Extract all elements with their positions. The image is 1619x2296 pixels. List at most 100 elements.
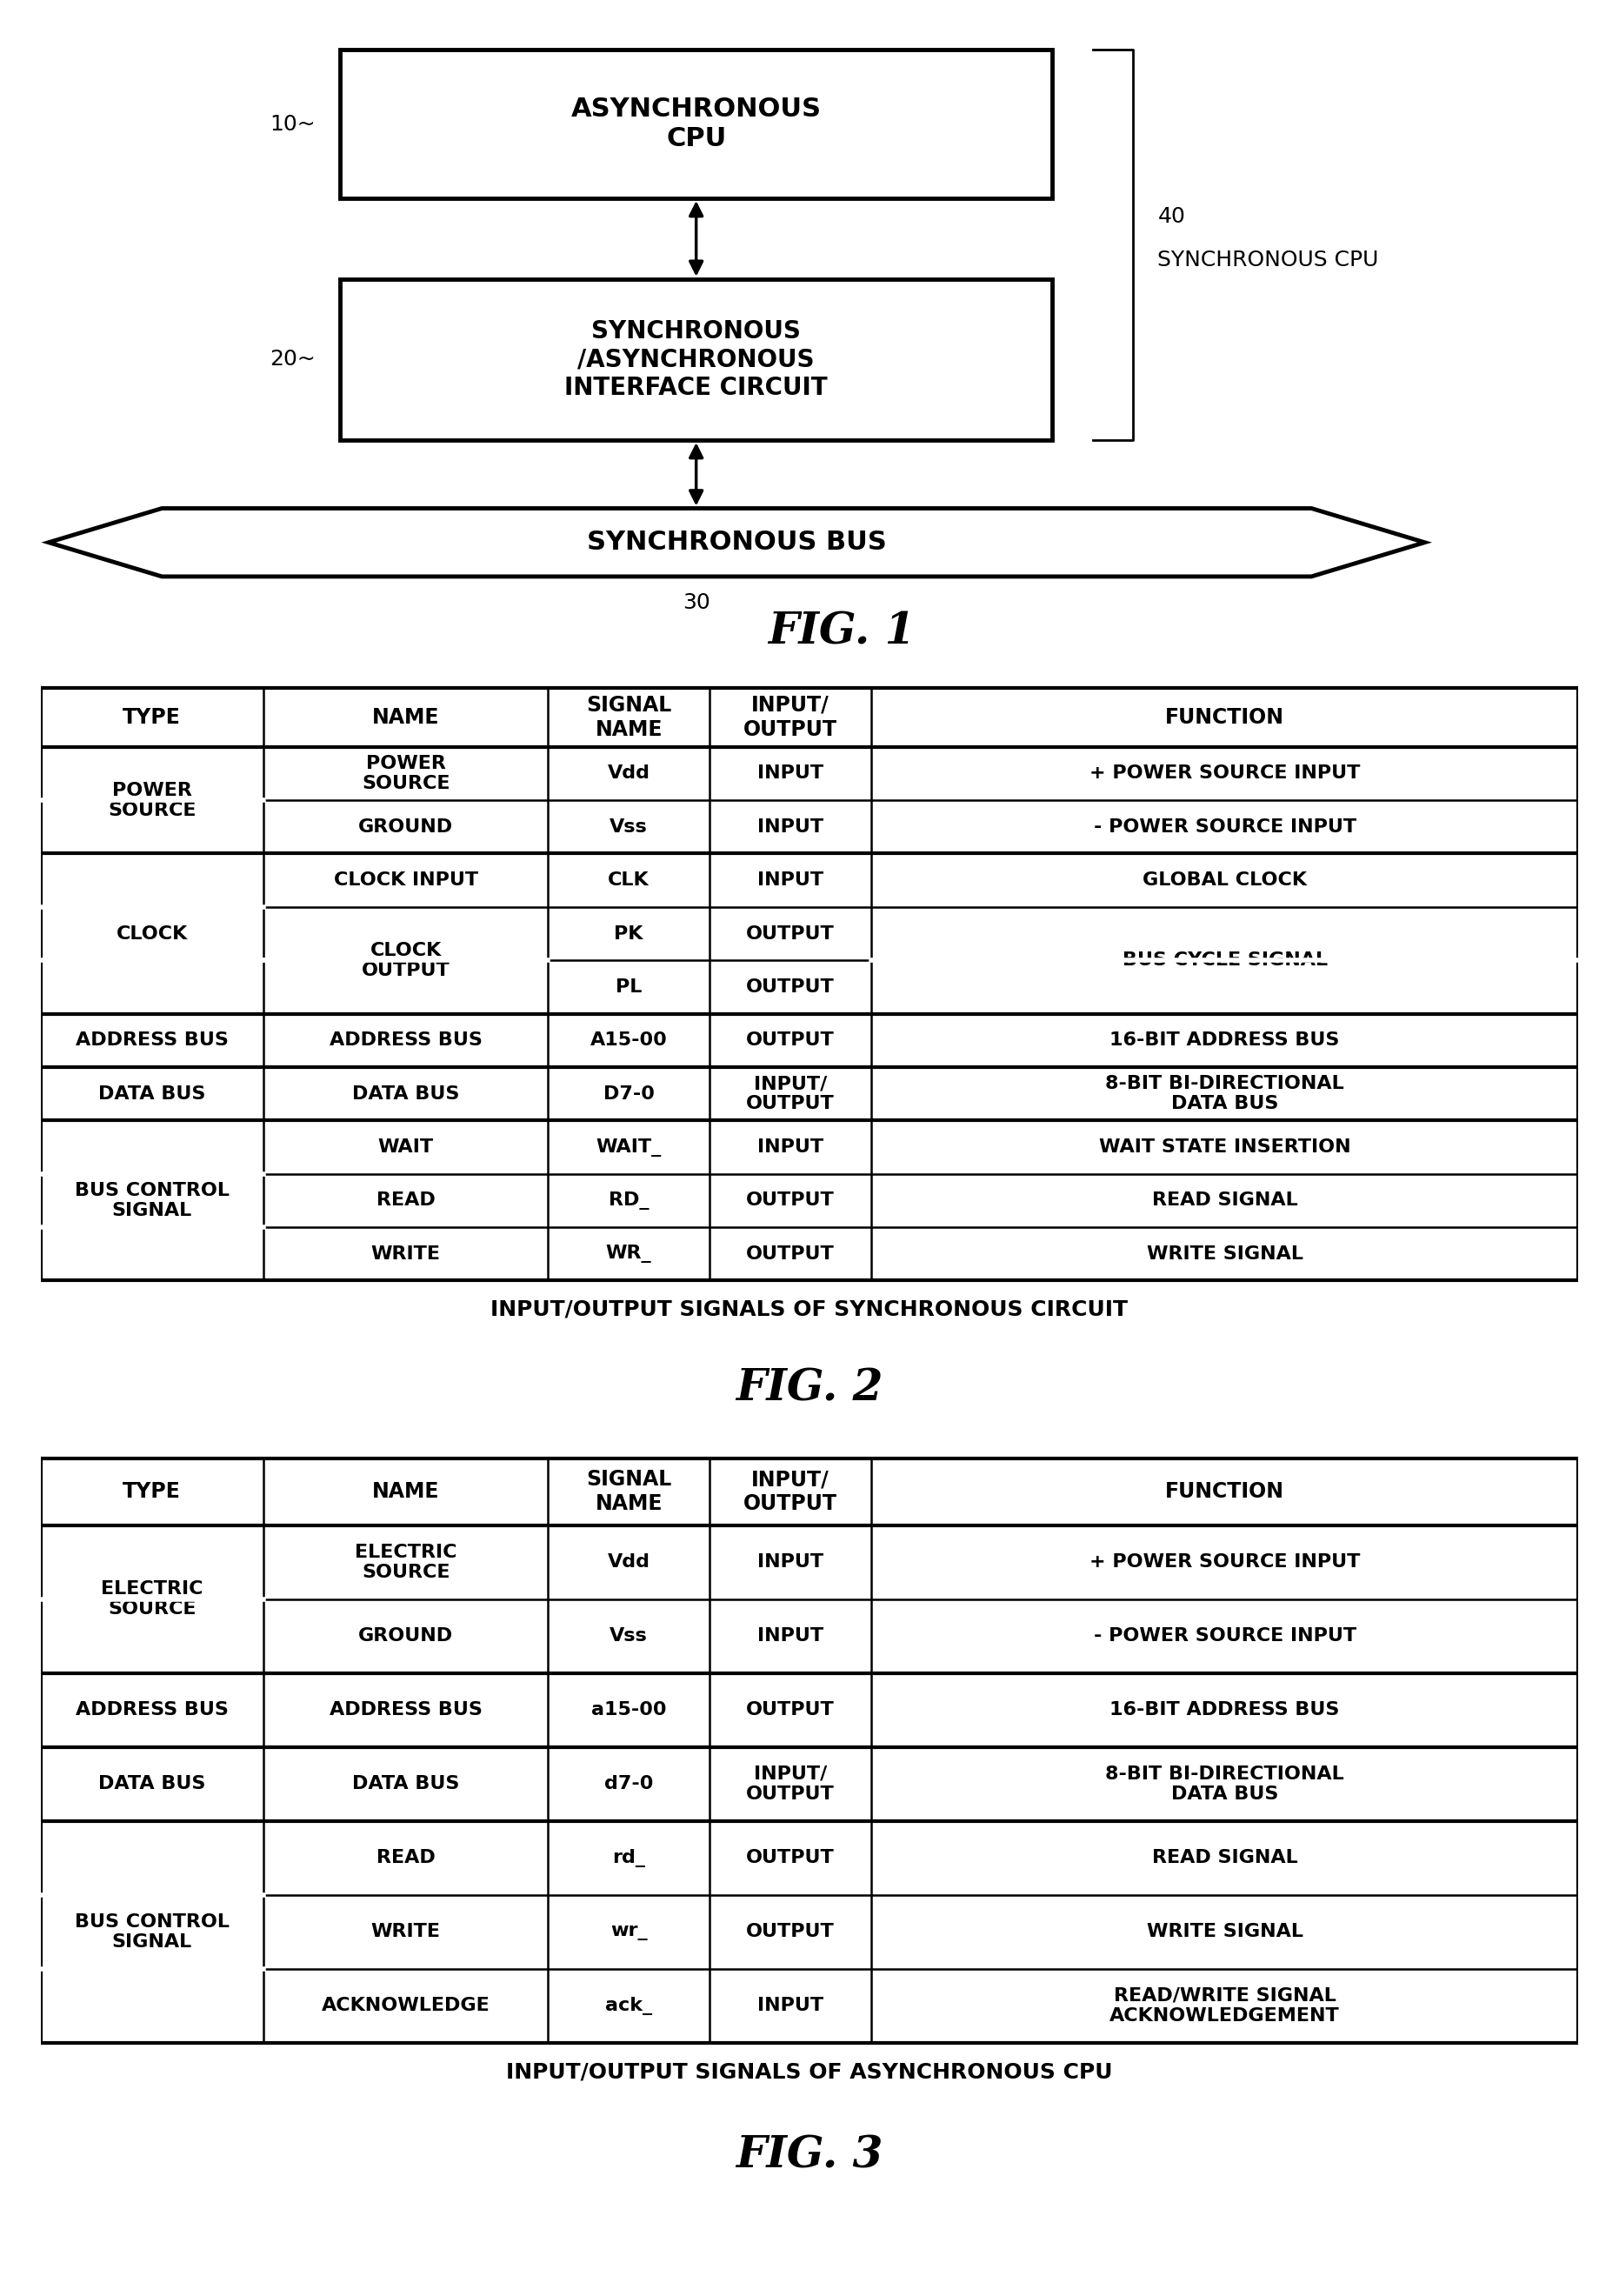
Text: SYNCHRONOUS CPU: SYNCHRONOUS CPU	[1158, 250, 1379, 271]
Text: BUS CONTROL
SIGNAL: BUS CONTROL SIGNAL	[74, 1182, 230, 1219]
Text: INPUT: INPUT	[758, 1554, 824, 1570]
Text: 20~: 20~	[270, 349, 316, 370]
Text: TYPE: TYPE	[123, 1481, 181, 1502]
Text: ASYNCHRONOUS
CPU: ASYNCHRONOUS CPU	[572, 96, 821, 152]
Text: WAIT_: WAIT_	[596, 1139, 662, 1157]
Text: D7-0: D7-0	[604, 1086, 654, 1102]
Text: INPUT/OUTPUT SIGNALS OF SYNCHRONOUS CIRCUIT: INPUT/OUTPUT SIGNALS OF SYNCHRONOUS CIRC…	[491, 1300, 1128, 1320]
Text: FUNCTION: FUNCTION	[1166, 1481, 1284, 1502]
Text: PK: PK	[614, 925, 643, 941]
Text: 8-BIT BI-DIRECTIONAL
DATA BUS: 8-BIT BI-DIRECTIONAL DATA BUS	[1106, 1075, 1344, 1114]
Text: INPUT/
OUTPUT: INPUT/ OUTPUT	[743, 696, 837, 739]
Text: wr_: wr_	[610, 1924, 648, 1940]
Text: SIGNAL
NAME: SIGNAL NAME	[586, 1469, 672, 1515]
Text: DATA BUS: DATA BUS	[99, 1086, 206, 1102]
Text: CLOCK INPUT: CLOCK INPUT	[334, 872, 478, 889]
Text: INPUT/OUTPUT SIGNALS OF ASYNCHRONOUS CPU: INPUT/OUTPUT SIGNALS OF ASYNCHRONOUS CPU	[507, 2062, 1112, 2082]
Text: BUS CONTROL
SIGNAL: BUS CONTROL SIGNAL	[74, 1913, 230, 1952]
Text: OUTPUT: OUTPUT	[746, 1848, 834, 1867]
Text: NAME: NAME	[372, 1481, 439, 1502]
Text: READ: READ	[376, 1848, 436, 1867]
Text: Vss: Vss	[610, 1628, 648, 1644]
Text: READ/WRITE SIGNAL
ACKNOWLEDGEMENT: READ/WRITE SIGNAL ACKNOWLEDGEMENT	[1109, 1986, 1341, 2025]
Text: INPUT/
OUTPUT: INPUT/ OUTPUT	[743, 1469, 837, 1515]
Text: 40: 40	[1158, 207, 1185, 227]
Text: Vss: Vss	[610, 817, 648, 836]
Text: 10~: 10~	[270, 113, 316, 135]
Text: CLOCK: CLOCK	[117, 925, 188, 941]
Text: WR_: WR_	[606, 1244, 652, 1263]
Text: OUTPUT: OUTPUT	[746, 1244, 834, 1263]
Text: READ SIGNAL: READ SIGNAL	[1151, 1192, 1298, 1210]
Text: ADDRESS BUS: ADDRESS BUS	[76, 1031, 228, 1049]
Text: SYNCHRONOUS BUS: SYNCHRONOUS BUS	[586, 530, 887, 556]
Text: CLK: CLK	[609, 872, 649, 889]
Text: WRITE: WRITE	[371, 1244, 440, 1263]
Text: DATA BUS: DATA BUS	[99, 1775, 206, 1793]
Text: INPUT: INPUT	[758, 1628, 824, 1644]
Text: OUTPUT: OUTPUT	[746, 1924, 834, 1940]
Text: FIG. 1: FIG. 1	[769, 611, 915, 654]
Text: 16-BIT ADDRESS BUS: 16-BIT ADDRESS BUS	[1111, 1701, 1339, 1720]
Text: 16-BIT ADDRESS BUS: 16-BIT ADDRESS BUS	[1111, 1031, 1339, 1049]
Text: CLOCK
OUTPUT: CLOCK OUTPUT	[361, 941, 450, 978]
Text: DATA BUS: DATA BUS	[351, 1775, 460, 1793]
Text: INPUT: INPUT	[758, 765, 824, 783]
Text: 8-BIT BI-DIRECTIONAL
DATA BUS: 8-BIT BI-DIRECTIONAL DATA BUS	[1106, 1766, 1344, 1802]
Text: ADDRESS BUS: ADDRESS BUS	[329, 1031, 482, 1049]
Text: ADDRESS BUS: ADDRESS BUS	[329, 1701, 482, 1720]
Text: DATA BUS: DATA BUS	[351, 1086, 460, 1102]
Text: Vdd: Vdd	[607, 765, 651, 783]
Text: TYPE: TYPE	[123, 707, 181, 728]
Text: FUNCTION: FUNCTION	[1166, 707, 1284, 728]
Text: rd_: rd_	[612, 1848, 646, 1867]
Text: GLOBAL CLOCK: GLOBAL CLOCK	[1143, 872, 1307, 889]
Text: ELECTRIC
SOURCE: ELECTRIC SOURCE	[100, 1580, 202, 1619]
Text: WAIT: WAIT	[377, 1139, 434, 1155]
Text: WRITE SIGNAL: WRITE SIGNAL	[1146, 1924, 1303, 1940]
Text: ack_: ack_	[606, 1998, 652, 2016]
Text: SYNCHRONOUS
/ASYNCHRONOUS
INTERFACE CIRCUIT: SYNCHRONOUS /ASYNCHRONOUS INTERFACE CIRC…	[565, 319, 827, 400]
Text: NAME: NAME	[372, 707, 439, 728]
Text: INPUT/
OUTPUT: INPUT/ OUTPUT	[746, 1075, 834, 1114]
Text: ACKNOWLEDGE: ACKNOWLEDGE	[322, 1998, 491, 2014]
Text: READ SIGNAL: READ SIGNAL	[1151, 1848, 1298, 1867]
Text: POWER
SOURCE: POWER SOURCE	[361, 755, 450, 792]
Text: - POWER SOURCE INPUT: - POWER SOURCE INPUT	[1093, 1628, 1357, 1644]
Text: + POWER SOURCE INPUT: + POWER SOURCE INPUT	[1090, 1554, 1360, 1570]
Text: OUTPUT: OUTPUT	[746, 1192, 834, 1210]
Text: 30: 30	[682, 592, 711, 613]
Text: INPUT: INPUT	[758, 1998, 824, 2014]
Bar	[340, 51, 1052, 197]
Text: WAIT STATE INSERTION: WAIT STATE INSERTION	[1099, 1139, 1350, 1155]
Text: OUTPUT: OUTPUT	[746, 1031, 834, 1049]
Text: a15-00: a15-00	[591, 1701, 667, 1720]
Text: BUS CYCLE SIGNAL: BUS CYCLE SIGNAL	[1122, 951, 1328, 969]
Text: ADDRESS BUS: ADDRESS BUS	[76, 1701, 228, 1720]
Text: INPUT: INPUT	[758, 817, 824, 836]
Text: d7-0: d7-0	[604, 1775, 654, 1793]
Text: + POWER SOURCE INPUT: + POWER SOURCE INPUT	[1090, 765, 1360, 783]
Text: GROUND: GROUND	[358, 817, 453, 836]
Text: Vdd: Vdd	[607, 1554, 651, 1570]
Text: INPUT/
OUTPUT: INPUT/ OUTPUT	[746, 1766, 834, 1802]
Text: SIGNAL
NAME: SIGNAL NAME	[586, 696, 672, 739]
Text: OUTPUT: OUTPUT	[746, 978, 834, 996]
Text: FIG. 3: FIG. 3	[737, 2135, 882, 2177]
Text: READ: READ	[376, 1192, 436, 1210]
Text: GROUND: GROUND	[358, 1628, 453, 1644]
Text: ELECTRIC
SOURCE: ELECTRIC SOURCE	[355, 1543, 457, 1582]
Text: RD_: RD_	[609, 1192, 649, 1210]
Text: POWER
SOURCE: POWER SOURCE	[108, 781, 196, 820]
Bar	[340, 278, 1052, 441]
Text: INPUT: INPUT	[758, 1139, 824, 1155]
Text: WRITE: WRITE	[371, 1924, 440, 1940]
Text: OUTPUT: OUTPUT	[746, 925, 834, 941]
Text: WRITE SIGNAL: WRITE SIGNAL	[1146, 1244, 1303, 1263]
Text: PL: PL	[615, 978, 643, 996]
Text: FIG. 2: FIG. 2	[737, 1368, 882, 1410]
Text: INPUT: INPUT	[758, 872, 824, 889]
Text: A15-00: A15-00	[591, 1031, 667, 1049]
Text: - POWER SOURCE INPUT: - POWER SOURCE INPUT	[1093, 817, 1357, 836]
Text: OUTPUT: OUTPUT	[746, 1701, 834, 1720]
